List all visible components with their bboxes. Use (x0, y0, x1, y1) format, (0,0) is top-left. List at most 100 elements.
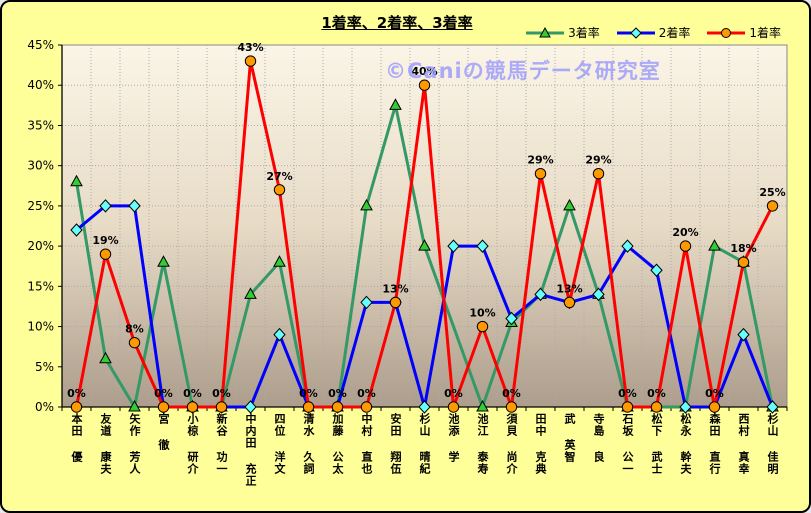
x-axis-category-label: 田中 克典 (534, 413, 547, 475)
x-axis-category-label: 清水 久詞 (302, 413, 315, 475)
marker-1着率 (418, 79, 431, 91)
marker-3着率 (128, 399, 141, 412)
data-label: 13% (382, 282, 408, 295)
x-axis-category-label: 加藤 公太 (331, 413, 344, 475)
marker-1着率 (679, 240, 692, 252)
marker-1着率 (447, 401, 460, 413)
marker-1着率 (360, 401, 373, 413)
marker-1着率 (128, 336, 141, 349)
x-axis-category-label: 杉山 佳明 (766, 413, 779, 475)
chart-title: 1着率、2着率、3着率 (321, 14, 473, 32)
legend-item-1着率: 1着率 (706, 24, 781, 41)
marker-1着率 (563, 296, 576, 309)
x-axis-category-label: 宮 徹 (157, 413, 170, 451)
data-label: 29% (585, 154, 611, 167)
marker-2着率 (534, 287, 547, 302)
marker-1着率 (215, 401, 228, 413)
x-axis-category-label: 小椋 研介 (186, 413, 199, 475)
marker-2着率 (447, 239, 460, 253)
marker-1着率 (534, 168, 547, 180)
x-axis-category-label: 池江 泰寿 (476, 413, 489, 475)
y-axis-label: 25% (27, 199, 54, 213)
marker-3着率 (476, 399, 489, 412)
x-axis-category-label: 武 英智 (563, 413, 576, 463)
data-label: 0% (618, 387, 637, 400)
x-axis-category-label: 矢作 芳人 (128, 413, 141, 475)
marker-2着率 (592, 287, 605, 302)
marker-1着率 (476, 320, 489, 333)
marker-1着率 (389, 296, 402, 309)
data-label: 18% (730, 242, 756, 255)
marker-1着率 (302, 401, 315, 413)
y-axis-label: 45% (27, 38, 54, 52)
marker-2着率 (99, 199, 112, 213)
marker-2着率 (737, 327, 750, 342)
marker-3着率 (563, 198, 576, 211)
legend-item-3着率: 3着率 (525, 24, 600, 41)
legend-label: 2着率 (658, 26, 691, 40)
marker-3着率 (389, 98, 402, 110)
marker-2着率 (360, 295, 373, 310)
data-label: 25% (759, 186, 785, 199)
data-label: 10% (469, 307, 495, 320)
marker-1着率 (650, 401, 663, 413)
marker-2着率 (621, 239, 634, 253)
marker-2着率 (650, 263, 663, 277)
marker-3着率 (244, 287, 257, 299)
x-axis-category-label: 杉山 晴紀 (418, 413, 431, 475)
x-axis-category-label: 西村 真幸 (737, 413, 750, 475)
marker-3着率 (157, 255, 170, 267)
legend-label: 1着率 (749, 26, 781, 40)
marker-3着率 (70, 174, 83, 187)
x-axis-category-label: 石坂 公一 (621, 413, 634, 475)
x-axis-category-label: 須貝 尚介 (505, 413, 518, 475)
y-axis-label: 35% (27, 118, 54, 132)
data-label: 20% (672, 226, 698, 239)
x-axis-category-label: 友道 康夫 (99, 413, 112, 475)
x-axis-category-label: 森田 直行 (708, 413, 721, 475)
marker-3着率 (273, 255, 286, 267)
x-axis-category-label: 本田 優 (70, 413, 83, 463)
data-label: 0% (647, 387, 666, 400)
x-axis-category-label: 寺島 良 (592, 413, 605, 463)
marker-2着率 (128, 199, 141, 213)
marker-3着率 (360, 198, 373, 211)
data-label: 43% (237, 41, 263, 54)
data-label: 0% (444, 387, 463, 400)
marker-2着率 (273, 327, 286, 342)
marker-1着率 (99, 248, 112, 260)
chart-legend: 3着率 2着率 1着率 (525, 24, 781, 41)
marker-1着率 (331, 401, 344, 413)
legend-key-circle-icon (707, 27, 746, 38)
data-label: 27% (266, 170, 292, 183)
marker-1着率 (766, 200, 779, 212)
marker-1着率 (273, 184, 286, 196)
y-axis-label: 40% (27, 78, 54, 92)
y-axis-label: 0% (35, 400, 54, 414)
marker-2着率 (244, 400, 257, 414)
y-axis-label: 30% (27, 159, 54, 173)
marker-3着率 (418, 239, 431, 251)
data-label: 8% (125, 323, 144, 336)
marker-1着率 (186, 401, 199, 413)
marker-2着率 (418, 400, 431, 414)
data-label: 0% (67, 387, 86, 400)
y-axis-label: 5% (35, 360, 54, 374)
data-label: 0% (705, 387, 724, 400)
marker-3着率 (99, 351, 112, 364)
x-axis-category-label: 中村 直也 (360, 413, 373, 475)
data-label: 13% (556, 282, 582, 295)
marker-3着率 (708, 239, 721, 251)
y-axis-label: 15% (27, 279, 54, 293)
data-label: 40% (411, 65, 437, 78)
data-label: 19% (92, 234, 118, 247)
x-axis-category-label: 新谷 功一 (215, 413, 228, 475)
legend-key-triangle-icon (526, 26, 565, 37)
y-axis-label: 20% (27, 239, 54, 253)
y-axis-label: 10% (27, 320, 54, 334)
data-label: 0% (183, 387, 202, 400)
legend-key-diamond-icon (616, 26, 655, 39)
marker-1着率 (592, 168, 605, 180)
